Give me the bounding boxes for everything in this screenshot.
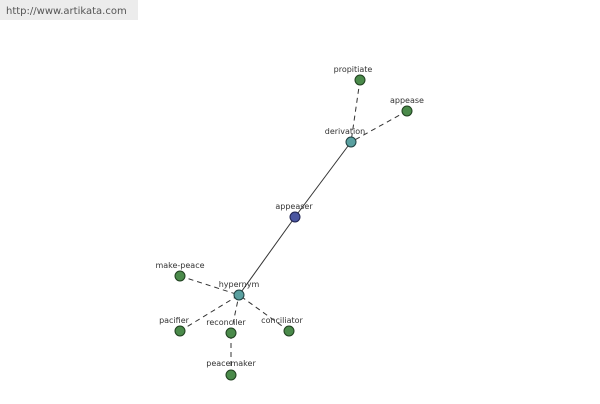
edge [238, 216, 296, 296]
node-label: propitiate [334, 65, 373, 74]
node-label: appeaser [275, 202, 313, 211]
node[interactable] [225, 327, 237, 339]
edge [350, 110, 408, 143]
node-label: make-peace [155, 261, 204, 270]
node-label: conciliator [261, 316, 303, 325]
node-label: derivation [325, 127, 365, 136]
node[interactable] [283, 325, 295, 337]
edge [230, 294, 240, 334]
node-label: pacifier [159, 316, 190, 325]
edge [294, 141, 352, 218]
node[interactable] [225, 369, 237, 381]
node[interactable] [345, 136, 357, 148]
node[interactable] [174, 325, 186, 337]
edge [179, 294, 240, 332]
node[interactable] [289, 211, 301, 223]
url-box [0, 0, 138, 20]
node[interactable] [354, 74, 366, 86]
node[interactable] [174, 270, 186, 282]
url[interactable]: http://www.artikata.com [6, 6, 127, 17]
node[interactable] [401, 105, 413, 117]
node-label: appease [390, 96, 424, 105]
edge [179, 275, 240, 296]
node-label: peacemaker [206, 359, 256, 368]
edge [238, 294, 290, 332]
node-label: hypernym [219, 280, 260, 289]
node[interactable] [233, 289, 245, 301]
edge [350, 79, 361, 143]
node-label: reconciler [206, 318, 246, 327]
